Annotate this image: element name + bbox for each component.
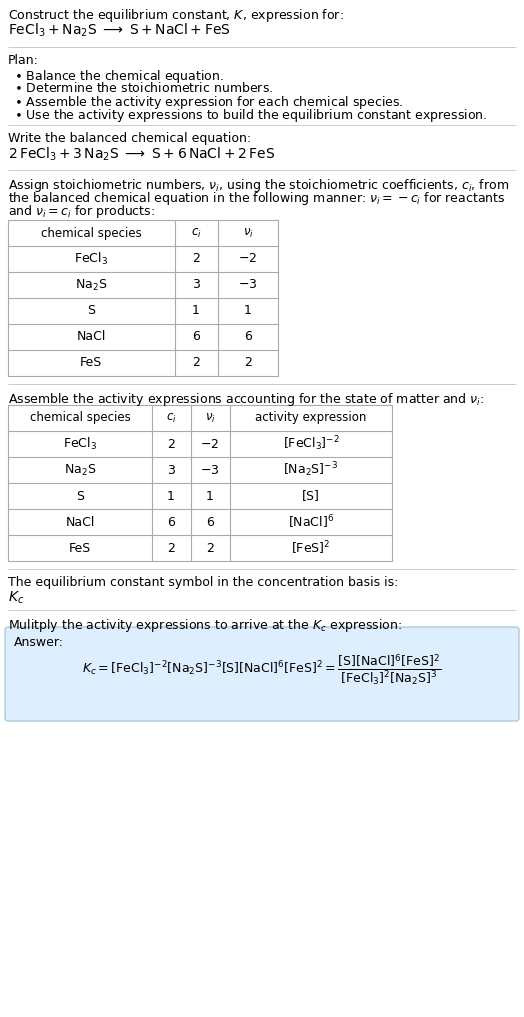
- Text: Assign stoichiometric numbers, $\nu_i$, using the stoichiometric coefficients, $: Assign stoichiometric numbers, $\nu_i$, …: [8, 177, 509, 194]
- Text: 1: 1: [244, 304, 252, 317]
- Text: 2: 2: [192, 252, 200, 265]
- Text: 6: 6: [167, 516, 175, 529]
- Text: $\mathrm{Na_2S}$: $\mathrm{Na_2S}$: [64, 463, 96, 478]
- Text: 3: 3: [167, 464, 175, 477]
- Text: 2: 2: [192, 357, 200, 369]
- Text: $-3$: $-3$: [200, 464, 220, 477]
- Text: activity expression: activity expression: [255, 412, 367, 424]
- Text: Assemble the activity expressions accounting for the state of matter and $\nu_i$: Assemble the activity expressions accoun…: [8, 391, 484, 408]
- Text: NaCl: NaCl: [66, 516, 95, 529]
- Text: Plan:: Plan:: [8, 54, 39, 67]
- Text: 2: 2: [244, 357, 252, 369]
- Text: $-3$: $-3$: [238, 279, 258, 292]
- Text: chemical species: chemical species: [41, 227, 141, 239]
- Text: $c_i$: $c_i$: [166, 412, 177, 424]
- Text: FeS: FeS: [69, 541, 91, 554]
- Text: $-2$: $-2$: [238, 252, 258, 265]
- FancyBboxPatch shape: [5, 627, 519, 721]
- Text: 3: 3: [192, 279, 200, 292]
- Text: $K_c$: $K_c$: [8, 590, 24, 606]
- Bar: [8, 220, 278, 376]
- Text: 1: 1: [167, 489, 175, 502]
- Text: $\bullet$ Determine the stoichiometric numbers.: $\bullet$ Determine the stoichiometric n…: [14, 81, 273, 95]
- Text: Answer:: Answer:: [14, 636, 64, 649]
- Text: 2: 2: [167, 437, 175, 451]
- Text: FeS: FeS: [80, 357, 102, 369]
- Text: $[\mathrm{FeS}]^2$: $[\mathrm{FeS}]^2$: [291, 539, 331, 556]
- Text: [S]: [S]: [302, 489, 320, 502]
- Text: S: S: [76, 489, 84, 502]
- Text: chemical species: chemical species: [30, 412, 130, 424]
- Text: $\nu_i$: $\nu_i$: [243, 227, 254, 240]
- Text: $\nu_i$: $\nu_i$: [204, 412, 215, 424]
- Text: 6: 6: [192, 331, 200, 344]
- Text: 1: 1: [206, 489, 214, 502]
- Text: $\mathrm{FeCl_3}$: $\mathrm{FeCl_3}$: [74, 251, 108, 267]
- Text: The equilibrium constant symbol in the concentration basis is:: The equilibrium constant symbol in the c…: [8, 576, 398, 589]
- Text: $\bullet$ Balance the chemical equation.: $\bullet$ Balance the chemical equation.: [14, 68, 224, 85]
- Text: $\mathrm{FeCl_3}$: $\mathrm{FeCl_3}$: [63, 436, 97, 452]
- Text: S: S: [87, 304, 95, 317]
- Bar: [8, 405, 392, 561]
- Text: $[\mathrm{FeCl_3}]^{-2}$: $[\mathrm{FeCl_3}]^{-2}$: [282, 434, 340, 454]
- Text: $\mathrm{2\,FeCl_3 + 3\,Na_2S \;\longrightarrow\; S + 6\,NaCl + 2\,FeS}$: $\mathrm{2\,FeCl_3 + 3\,Na_2S \;\longrig…: [8, 146, 275, 164]
- Text: 2: 2: [167, 541, 175, 554]
- Text: the balanced chemical equation in the following manner: $\nu_i = -c_i$ for react: the balanced chemical equation in the fo…: [8, 190, 506, 207]
- Text: $\bullet$ Use the activity expressions to build the equilibrium constant express: $\bullet$ Use the activity expressions t…: [14, 107, 487, 124]
- Text: 6: 6: [206, 516, 214, 529]
- Text: $\mathrm{Na_2S}$: $\mathrm{Na_2S}$: [75, 278, 107, 293]
- Text: Write the balanced chemical equation:: Write the balanced chemical equation:: [8, 132, 251, 145]
- Text: Construct the equilibrium constant, $K$, expression for:: Construct the equilibrium constant, $K$,…: [8, 7, 344, 24]
- Text: 2: 2: [206, 541, 214, 554]
- Text: $[\mathrm{NaCl}]^6$: $[\mathrm{NaCl}]^6$: [288, 514, 334, 531]
- Text: 1: 1: [192, 304, 200, 317]
- Text: $c_i$: $c_i$: [191, 227, 201, 240]
- Text: 6: 6: [244, 331, 252, 344]
- Text: $[\mathrm{Na_2S}]^{-3}$: $[\mathrm{Na_2S}]^{-3}$: [283, 461, 339, 479]
- Text: Mulitply the activity expressions to arrive at the $K_c$ expression:: Mulitply the activity expressions to arr…: [8, 617, 402, 634]
- Text: $-2$: $-2$: [201, 437, 220, 451]
- Text: $\bullet$ Assemble the activity expression for each chemical species.: $\bullet$ Assemble the activity expressi…: [14, 94, 403, 111]
- Text: $K_c = [\mathrm{FeCl_3}]^{-2}[\mathrm{Na_2S}]^{-3}[\mathrm{S}][\mathrm{NaCl}]^6[: $K_c = [\mathrm{FeCl_3}]^{-2}[\mathrm{Na…: [82, 653, 442, 687]
- Text: and $\nu_i = c_i$ for products:: and $\nu_i = c_i$ for products:: [8, 203, 155, 220]
- Text: NaCl: NaCl: [77, 331, 106, 344]
- Text: $\mathrm{FeCl_3 + Na_2S \;\longrightarrow\; S + NaCl + FeS}$: $\mathrm{FeCl_3 + Na_2S \;\longrightarro…: [8, 22, 231, 40]
